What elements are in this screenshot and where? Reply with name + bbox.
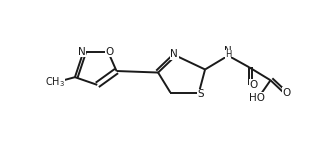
Text: CH$_3$: CH$_3$ <box>45 76 65 89</box>
Text: H: H <box>225 50 231 59</box>
Text: HO: HO <box>249 93 265 103</box>
Text: O: O <box>250 80 258 90</box>
Text: S: S <box>197 89 204 99</box>
Text: O: O <box>106 47 114 57</box>
Text: N: N <box>224 46 232 56</box>
Text: O: O <box>283 88 291 98</box>
Text: N: N <box>78 47 86 57</box>
Text: N: N <box>170 49 178 59</box>
